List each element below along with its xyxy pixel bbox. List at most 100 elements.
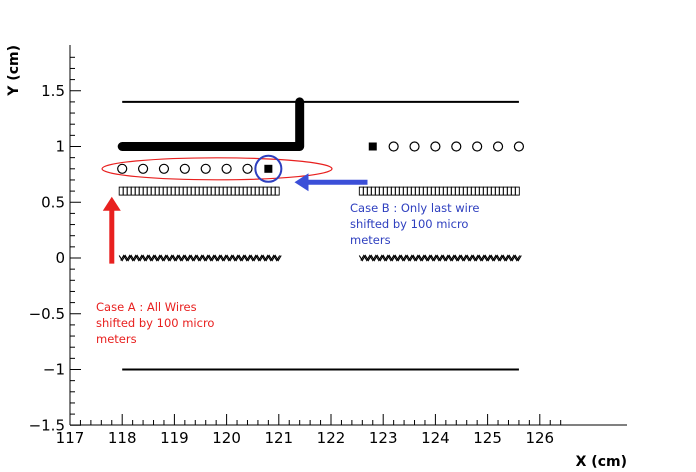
- open-square-point: [254, 186, 260, 196]
- y-tick-label: 1: [55, 138, 65, 156]
- open-square-point: [366, 186, 372, 196]
- open-square-point: [398, 186, 404, 196]
- open-square-point: [394, 186, 400, 196]
- open-square-point: [202, 186, 208, 196]
- open-square-point: [498, 186, 504, 196]
- case-a-highlight-ellipse: [101, 157, 333, 181]
- open-circle-point: [492, 141, 504, 152]
- open-square-point: [150, 186, 156, 196]
- y-tick-label: 1.5: [41, 82, 65, 100]
- open-square-point: [418, 186, 424, 196]
- open-circle-point: [179, 163, 190, 174]
- open-square-point: [462, 186, 468, 196]
- open-square-point: [374, 186, 380, 196]
- open-square-point: [514, 186, 520, 196]
- open-square-point: [226, 186, 232, 196]
- x-tick-label: 117: [56, 429, 85, 447]
- open-square-point: [450, 186, 456, 196]
- case-a-label: Case A : All Wires shifted by 100 micro me…: [96, 300, 214, 346]
- open-circle-point: [137, 163, 149, 174]
- y-tick-label: −0.5: [29, 305, 65, 323]
- open-square-point: [370, 186, 376, 196]
- open-circle-point: [200, 163, 211, 174]
- open-square-point: [170, 186, 176, 196]
- open-square-point: [174, 186, 180, 196]
- open-square-point: [490, 186, 496, 196]
- y-tick-label: −1.5: [29, 416, 65, 434]
- open-square-point: [198, 186, 204, 196]
- open-circle-point: [472, 141, 483, 152]
- open-square-point: [122, 186, 128, 196]
- x-tick-label: 118: [108, 429, 137, 447]
- open-square-point: [274, 186, 280, 196]
- open-square-point: [506, 186, 512, 196]
- open-square-point: [234, 186, 240, 196]
- open-square-point: [126, 186, 132, 196]
- open-circle-point: [388, 141, 399, 152]
- x-tick-label: 119: [160, 429, 189, 447]
- open-square-point: [158, 186, 164, 196]
- open-square-point: [430, 186, 436, 196]
- open-square-point: [474, 186, 480, 196]
- open-square-point: [166, 186, 172, 196]
- open-square-point: [478, 186, 484, 196]
- case-a-arrow: [102, 196, 121, 264]
- open-square-point: [138, 186, 144, 196]
- open-square-point: [434, 186, 440, 196]
- y-axis-title: Y (cm): [6, 45, 22, 97]
- x-tick-label: 124: [421, 429, 450, 447]
- shifted-plane-line: [117, 97, 305, 151]
- open-square-point: [162, 186, 168, 196]
- x-axis-title: X (cm): [576, 454, 627, 470]
- open-square-point: [378, 186, 384, 196]
- filled-square-point: [368, 142, 377, 151]
- open-square-point: [362, 186, 368, 196]
- open-circle-point: [409, 141, 420, 152]
- open-square-point: [390, 186, 396, 196]
- open-square-point: [438, 186, 444, 196]
- x-tick-label: 122: [317, 429, 346, 447]
- open-square-point: [250, 186, 256, 196]
- filled-square-point: [264, 164, 273, 173]
- open-circle-point: [158, 163, 170, 174]
- open-circle-point: [242, 163, 253, 174]
- open-square-point: [470, 186, 476, 196]
- open-square-point: [190, 186, 196, 196]
- y-tick-label: 0: [55, 249, 65, 267]
- y-tick-label: −1: [43, 361, 65, 379]
- plot-axes: 117 118 119 120 121 122 123 124 125 126 −1.5 −1 −0.5…: [6, 45, 627, 470]
- open-circle-point: [221, 163, 232, 174]
- open-square-point: [206, 186, 212, 196]
- open-square-point: [246, 186, 252, 196]
- annotation-layer: Case A : All Wires shifted by 100 micro me…: [96, 154, 479, 346]
- open-square-point: [486, 186, 492, 196]
- open-square-point: [502, 186, 508, 196]
- case-b-highlight-circle: [254, 154, 283, 183]
- open-square-point: [406, 186, 412, 196]
- open-square-point: [214, 186, 220, 196]
- open-square-point: [130, 186, 136, 196]
- open-square-point: [494, 186, 500, 196]
- zigzag-wire-row: [120, 254, 281, 262]
- x-tick-label: 120: [212, 429, 241, 447]
- open-square-point: [210, 186, 216, 196]
- annotation-line: shifted by 100 micro: [96, 316, 214, 330]
- annotation-line: meters: [350, 233, 391, 247]
- open-square-point: [358, 186, 364, 196]
- y-tick-label: 0.5: [41, 193, 65, 211]
- open-square-point: [422, 186, 428, 196]
- zigzag-wire-row: [358, 254, 522, 262]
- open-square-point: [442, 186, 448, 196]
- open-square-point: [134, 186, 140, 196]
- open-square-point: [194, 186, 200, 196]
- x-tick-label: 126: [525, 429, 554, 447]
- open-square-point: [218, 186, 224, 196]
- open-square-point: [242, 186, 248, 196]
- open-square-point: [382, 186, 388, 196]
- open-square-point: [182, 186, 188, 196]
- annotation-line: meters: [96, 332, 137, 346]
- open-square-point: [386, 186, 392, 196]
- open-square-point: [270, 186, 276, 196]
- open-circle-point: [513, 141, 525, 152]
- open-square-point: [510, 186, 516, 196]
